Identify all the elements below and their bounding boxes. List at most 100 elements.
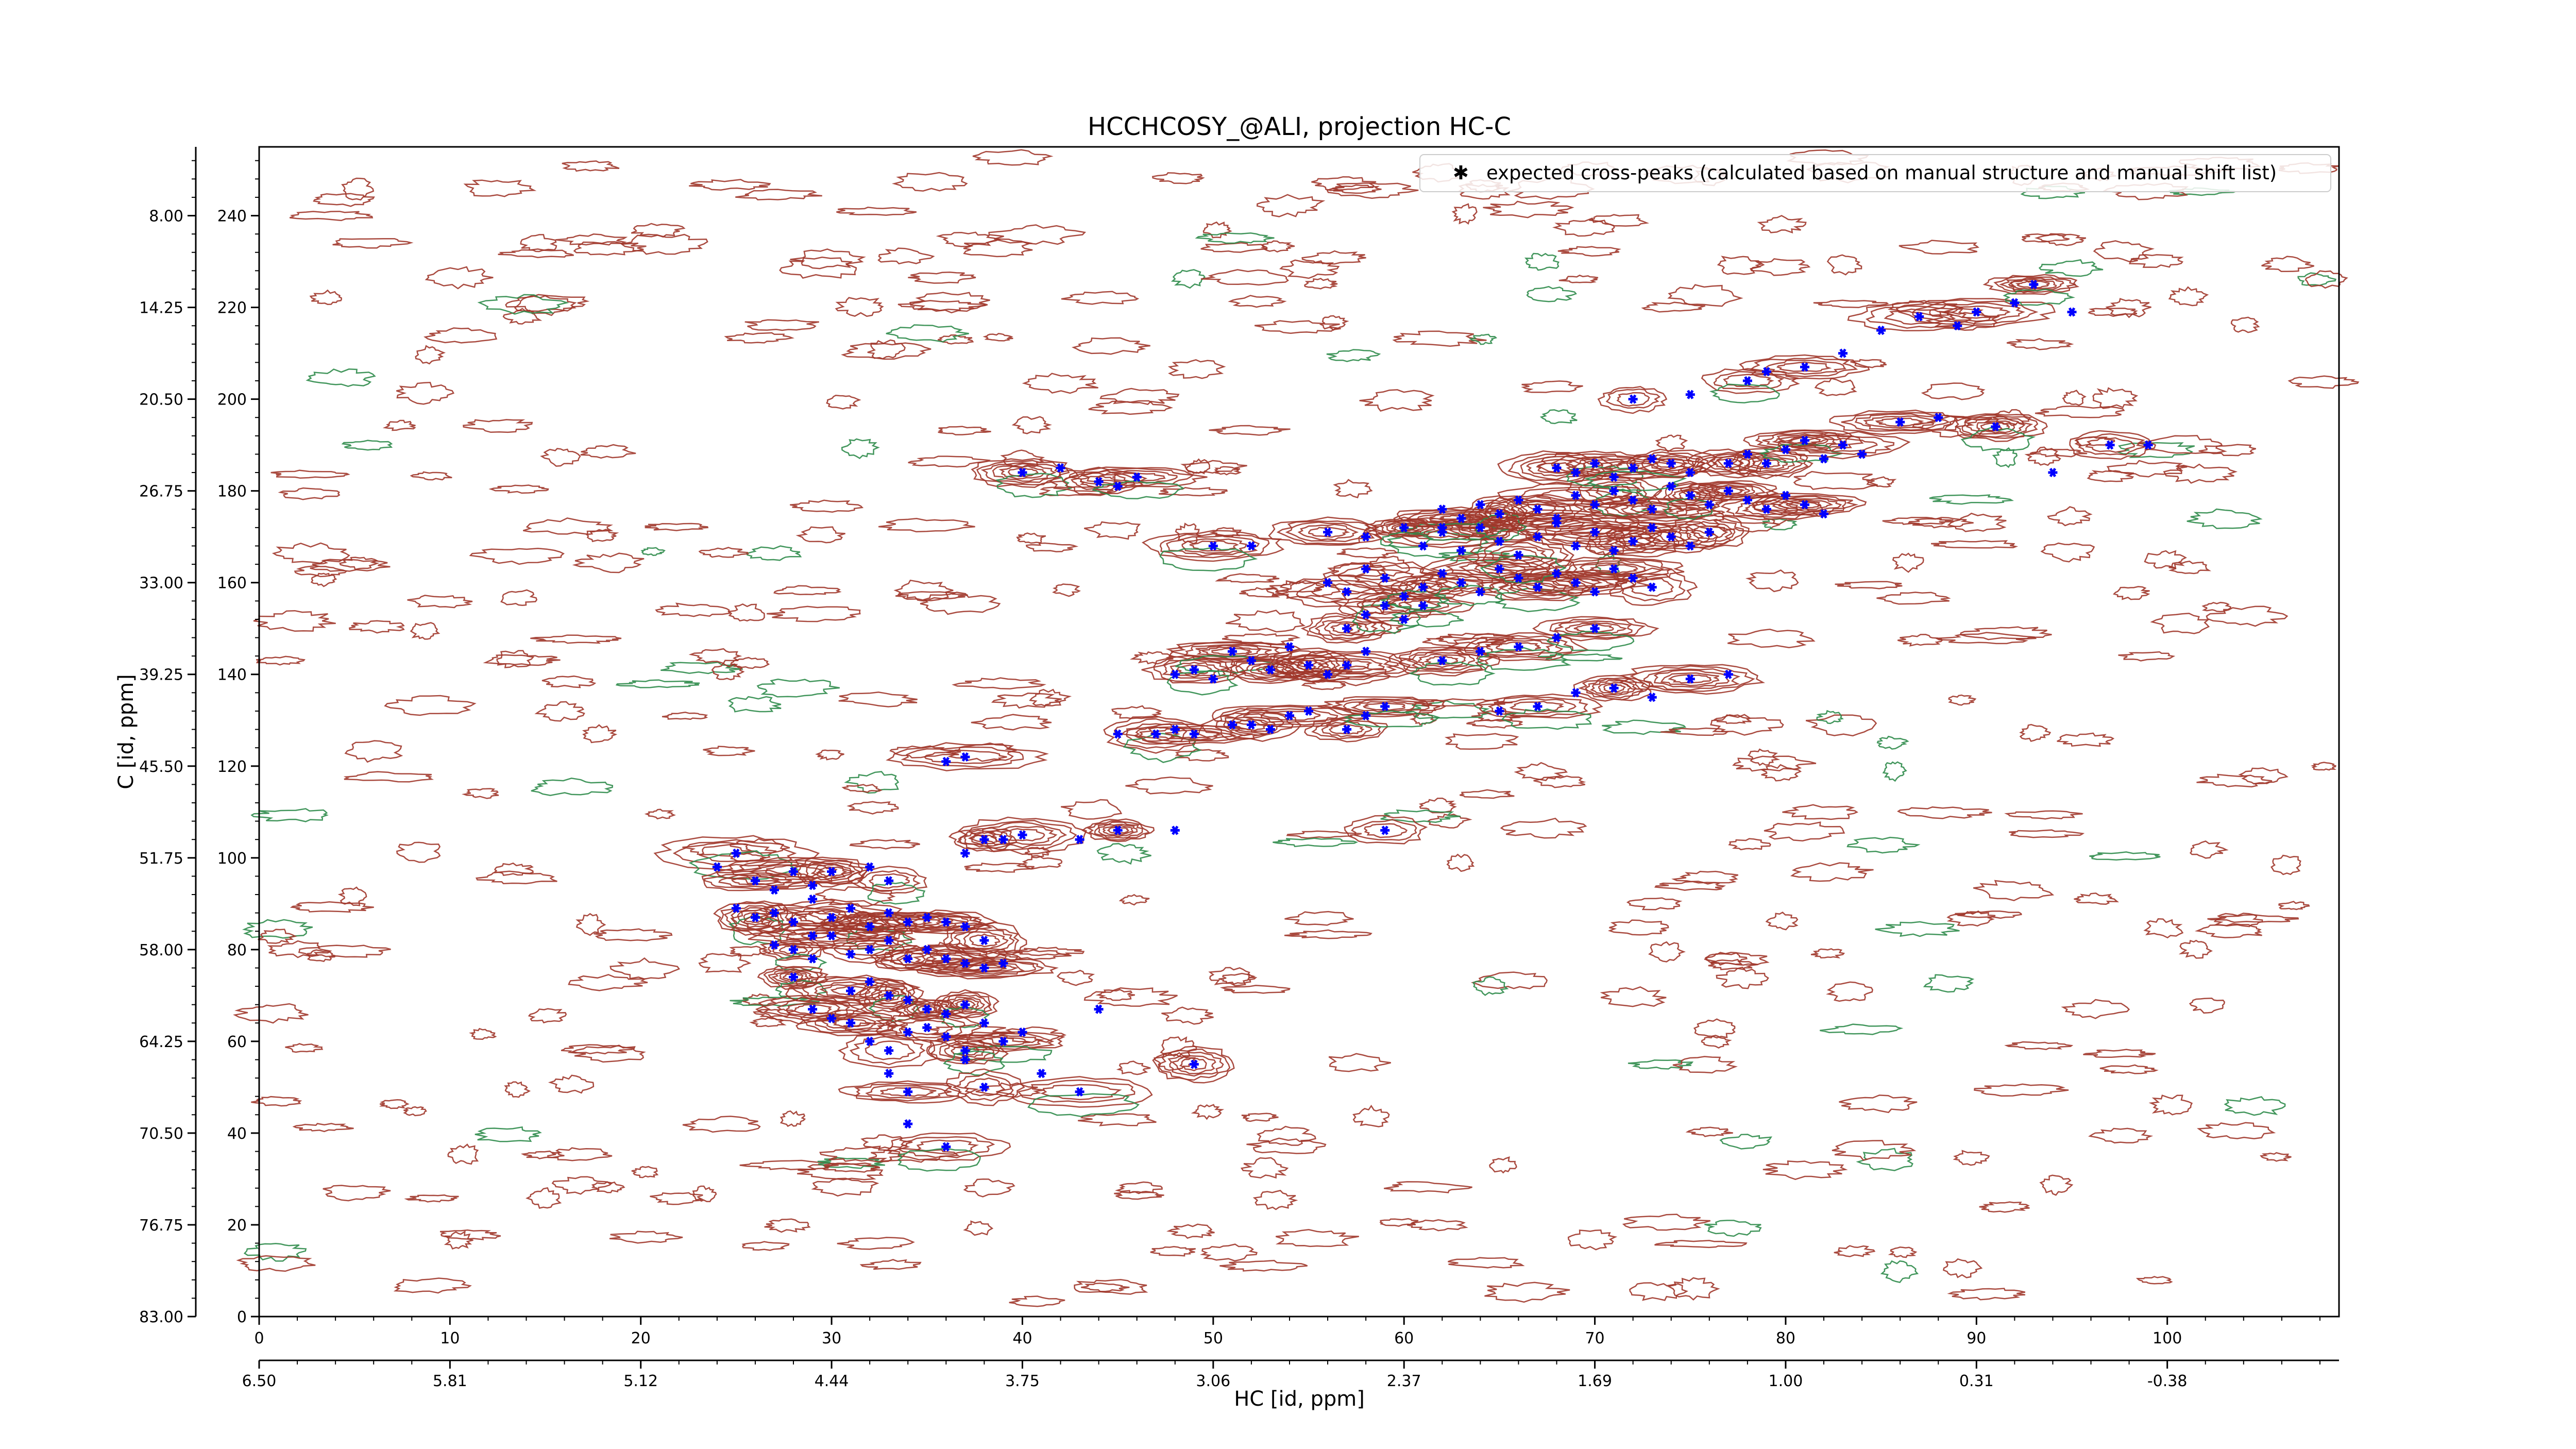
cross-peak-dot bbox=[867, 1038, 873, 1044]
contour-line bbox=[1880, 1260, 1919, 1283]
cross-peak-dot bbox=[1001, 961, 1006, 966]
contour-line bbox=[1739, 354, 1870, 380]
contour-line bbox=[2278, 901, 2310, 911]
cross-peak-point bbox=[1761, 367, 1771, 377]
contour-line bbox=[1103, 715, 1212, 754]
contour-line bbox=[653, 835, 820, 872]
cross-peak-dot bbox=[1668, 534, 1674, 540]
contour-line bbox=[1653, 669, 1730, 688]
contour-line bbox=[1466, 719, 1523, 729]
cross-peak-dot bbox=[1821, 456, 1827, 462]
contour-line bbox=[1167, 1052, 1224, 1077]
contour-line bbox=[1667, 674, 1712, 684]
contour-line bbox=[1330, 622, 1363, 634]
cross-peak-point bbox=[1781, 491, 1790, 500]
contour-line bbox=[1332, 698, 1440, 716]
contour-line bbox=[1218, 972, 1258, 985]
cross-peak-point bbox=[808, 954, 818, 964]
contour-line bbox=[2006, 338, 2074, 350]
contour-line bbox=[889, 745, 961, 759]
contour-line bbox=[1222, 633, 1301, 645]
contour-line bbox=[1660, 727, 1730, 736]
cross-peak-point bbox=[884, 935, 894, 946]
contour-line bbox=[1584, 470, 1687, 492]
contour-line bbox=[236, 1255, 316, 1272]
contour-line bbox=[1008, 467, 1039, 478]
contour-line bbox=[1875, 921, 1960, 937]
contour-line bbox=[1102, 824, 1134, 836]
cross-peak-point bbox=[1761, 459, 1771, 468]
contour-line bbox=[1839, 1094, 1918, 1114]
contour-line bbox=[1175, 749, 1229, 762]
contour-line bbox=[944, 996, 986, 1013]
cross-peak-dot bbox=[1020, 1030, 1025, 1035]
contour-line bbox=[698, 547, 749, 558]
contour-line bbox=[1480, 553, 1567, 584]
cross-peak-dot bbox=[791, 974, 796, 980]
contour-line bbox=[1876, 592, 1951, 605]
cross-peak-dot bbox=[1592, 529, 1598, 535]
cross-peak-dot bbox=[962, 754, 968, 760]
cross-peak-dot bbox=[1172, 671, 1178, 677]
contour-line bbox=[1745, 569, 1799, 593]
y-tick-label: 240 bbox=[217, 208, 247, 226]
cross-peak-point bbox=[1323, 669, 1333, 679]
cross-peak-point bbox=[827, 1014, 837, 1023]
contour-line bbox=[1332, 184, 1382, 194]
cross-peak-point bbox=[1094, 477, 1104, 486]
cross-peak-point bbox=[1399, 523, 1409, 532]
contour-line bbox=[530, 634, 622, 644]
contour-line bbox=[1897, 634, 1943, 647]
cross-peak-dot bbox=[867, 924, 873, 930]
contour-line bbox=[815, 749, 844, 761]
contour-line bbox=[1485, 639, 1555, 655]
cross-peak-point bbox=[960, 922, 970, 932]
contour-line bbox=[1876, 735, 1909, 750]
cross-peak-point bbox=[1304, 706, 1313, 716]
contour-line bbox=[2270, 854, 2301, 875]
contour-line bbox=[1214, 466, 1242, 476]
contour-line bbox=[1285, 521, 1370, 543]
contour-line bbox=[1552, 217, 1615, 237]
contour-line bbox=[963, 831, 1006, 848]
contour-line bbox=[689, 179, 771, 191]
cross-peak-point bbox=[884, 876, 894, 886]
cross-peak-dot bbox=[1191, 731, 1197, 737]
contour-line bbox=[1151, 172, 1205, 184]
cross-peak-point bbox=[1590, 459, 1600, 468]
cross-peak-point bbox=[1495, 536, 1504, 546]
contour-line bbox=[1364, 823, 1408, 838]
contour-line bbox=[477, 294, 570, 315]
cross-peak-point bbox=[2105, 440, 2115, 450]
contour-line bbox=[258, 929, 297, 944]
contour-line bbox=[729, 946, 771, 957]
cross-peak-point bbox=[884, 908, 894, 918]
contour-line bbox=[493, 862, 534, 876]
contour-line bbox=[1495, 698, 1577, 715]
contour-line bbox=[1021, 856, 1063, 870]
contour-line bbox=[631, 1166, 659, 1178]
cross-peak-point bbox=[1647, 523, 1657, 532]
contour-line bbox=[938, 334, 974, 345]
cross-peak-dot bbox=[1649, 456, 1655, 462]
contour-line bbox=[1279, 259, 1340, 279]
contour-line bbox=[1765, 911, 1799, 931]
contour-line bbox=[1888, 1246, 1918, 1258]
cross-peak-point bbox=[1723, 669, 1733, 679]
contour-line bbox=[871, 986, 907, 1005]
cross-peak-point bbox=[1495, 564, 1504, 574]
contour-line bbox=[404, 1194, 459, 1203]
cross-peak-point bbox=[1476, 647, 1485, 656]
cross-peak-dot bbox=[867, 864, 873, 870]
y-tick-label: 180 bbox=[217, 483, 247, 501]
contour-line bbox=[1215, 573, 1280, 583]
contour-line bbox=[323, 1185, 391, 1202]
cross-peak-point bbox=[1685, 467, 1695, 478]
cross-peak-point bbox=[1189, 1059, 1199, 1069]
cross-peak-point bbox=[1495, 509, 1504, 519]
contour-line bbox=[1323, 561, 1448, 595]
contour-line bbox=[2224, 1096, 2286, 1116]
contour-line bbox=[1009, 1295, 1065, 1307]
contour-line bbox=[1685, 1126, 1733, 1137]
contour-line bbox=[1152, 1046, 1235, 1084]
